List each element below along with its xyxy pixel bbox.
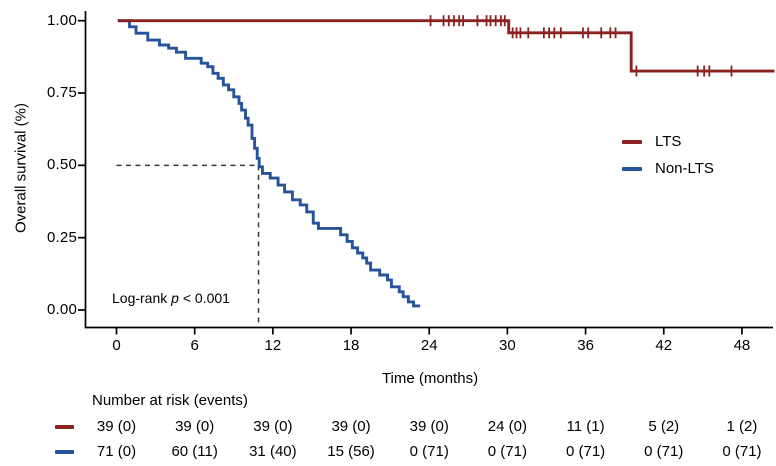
risk-cell: 0 (71): [565, 443, 606, 460]
x-tick-label: 42: [655, 337, 673, 354]
log-rank-prefix: Log-rank: [112, 290, 172, 306]
x-tick-label: 30: [499, 337, 516, 354]
risk-cell: 11 (1): [566, 418, 605, 435]
y-tick-label: 1.00: [47, 11, 77, 29]
legend-label-lts: LTS: [655, 133, 682, 150]
x-axis-title: Time (months): [381, 370, 479, 387]
y-tick-label: 0.00: [47, 301, 77, 319]
risk-row-swatch-lts: [55, 425, 74, 429]
x-tick-label: 12: [264, 337, 282, 354]
risk-cell: 15 (56): [327, 443, 375, 460]
km-curve-lts: [117, 19, 775, 73]
risk-row-swatch-non-lts: [55, 450, 74, 454]
non-lts-line-swatch: [622, 166, 642, 171]
risk-cell: 0 (71): [722, 443, 762, 460]
risk-cell: 39 (0): [253, 418, 293, 435]
log-rank-annotation: Log-rank p < 0.001: [112, 290, 230, 306]
x-tick-label: 24: [420, 337, 438, 354]
x-tick-label: 36: [577, 337, 594, 354]
legend-item-lts: LTS: [622, 128, 714, 155]
risk-table-header: Number at risk (events): [92, 392, 248, 409]
risk-cell: 0 (71): [409, 443, 449, 460]
legend-item-non-lts: Non-LTS: [622, 155, 714, 182]
km-curve-non-lts: [117, 19, 421, 308]
y-axis-title: Overall survival (%): [12, 102, 30, 234]
risk-cell: 1 (2): [726, 418, 758, 435]
risk-cell: 39 (0): [96, 418, 137, 435]
risk-cell: 39 (0): [175, 418, 215, 435]
x-tick-label: 6: [190, 337, 199, 354]
risk-cell: 60 (11): [171, 443, 218, 460]
risk-cell: 5 (2): [648, 418, 680, 435]
y-tick-label: 0.75: [47, 84, 77, 102]
risk-cell: 39 (0): [331, 418, 371, 435]
risk-cell: 24 (0): [487, 418, 527, 435]
risk-cell: 0 (71): [487, 443, 527, 460]
x-tick-label: 18: [342, 337, 360, 354]
lts-line-swatch: [622, 139, 642, 144]
y-tick-label: 0.50: [47, 156, 77, 174]
risk-cell: 0 (71): [644, 443, 684, 460]
log-rank-value: < 0.001: [178, 290, 230, 306]
risk-cell: 31 (40): [249, 443, 297, 460]
legend-label-non-lts: Non-LTS: [655, 160, 714, 177]
legend: LTS Non-LTS: [622, 128, 714, 182]
x-tick-label: 48: [733, 337, 751, 354]
risk-cell: 71 (0): [96, 443, 137, 460]
risk-cell: 39 (0): [409, 418, 449, 435]
y-tick-label: 0.25: [47, 228, 77, 246]
log-rank-p-symbol: p: [171, 290, 179, 306]
x-tick-label: 0: [112, 337, 121, 354]
